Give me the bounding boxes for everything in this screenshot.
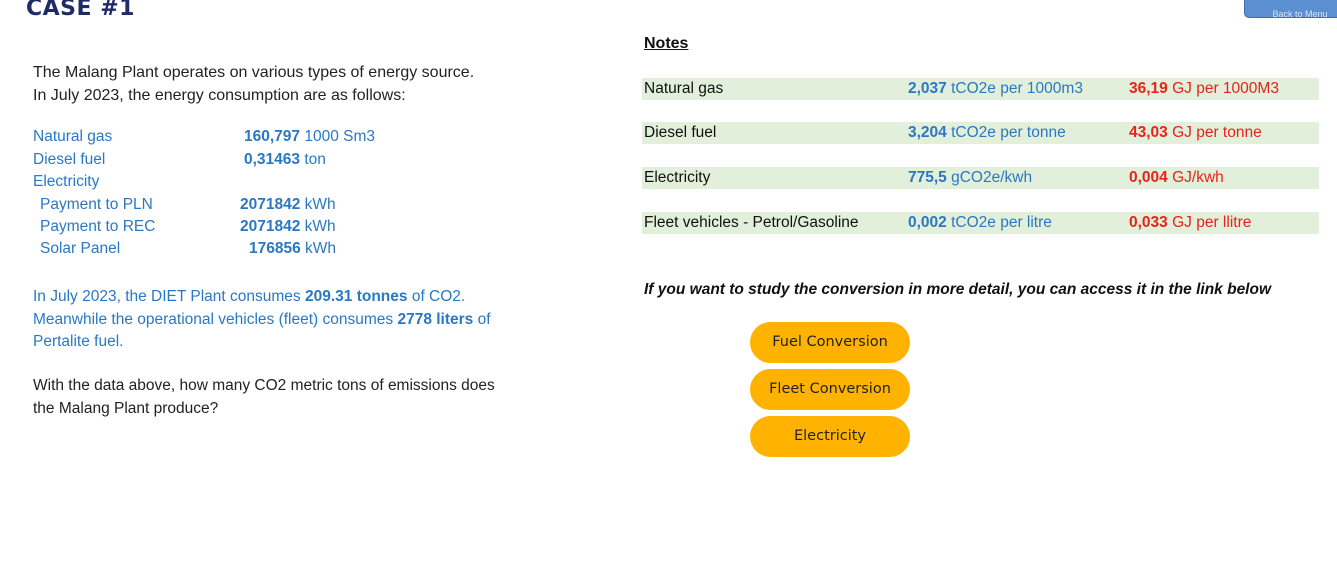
notes-row-emission-factor: 2,037 tCO2e per 1000m3 bbox=[908, 79, 1083, 99]
ef-unit: tCO2e per tonne bbox=[951, 124, 1066, 141]
question-line-1: With the data above, how many CO2 metric… bbox=[33, 377, 495, 394]
en-value: 43,03 bbox=[1129, 124, 1168, 141]
payment-pln-label: Payment to PLN bbox=[40, 196, 153, 213]
payment-pln-value: 2071842 bbox=[240, 196, 301, 213]
fleet-amount: 2778 liters bbox=[397, 310, 474, 328]
notes-row-energy-factor: 0,033 GJ per llitre bbox=[1129, 213, 1251, 233]
notes-row-name: Electricity bbox=[644, 169, 711, 186]
notes-row-emission-factor: 3,204 tCO2e per tonne bbox=[908, 123, 1066, 143]
solar-panel-unit: kWh bbox=[305, 240, 337, 257]
diesel-fuel-consumption: 0,31463 ton bbox=[244, 151, 326, 169]
ef-value: 775,5 bbox=[908, 169, 947, 186]
natural-gas-consumption: 160,797 1000 Sm3 bbox=[244, 128, 375, 146]
diet-line-1: In July 2023, the DIET Plant consumes 20… bbox=[33, 286, 491, 309]
payment-rec-label: Payment to REC bbox=[40, 218, 156, 235]
diesel-fuel-label: Diesel fuel bbox=[33, 151, 106, 168]
diet-line-3: Pertalite fuel. bbox=[33, 333, 124, 350]
diet-text-2: of CO2. bbox=[407, 288, 466, 305]
notes-row-energy-factor: 43,03 GJ per tonne bbox=[1129, 123, 1262, 143]
question-line-2: the Malang Plant produce? bbox=[33, 399, 219, 417]
notes-row-electricity: Electricity 775,5 gCO2e/kwh 0,004 GJ/kwh bbox=[642, 167, 1319, 189]
ef-value: 3,204 bbox=[908, 124, 947, 141]
diet-paragraph: In July 2023, the DIET Plant consumes 20… bbox=[33, 286, 491, 354]
payment-pln-consumption: 2071842 kWh bbox=[240, 196, 336, 214]
en-value: 0,004 bbox=[1129, 169, 1168, 186]
diet-text-4: of bbox=[473, 310, 491, 328]
solar-panel-value: 176856 bbox=[249, 240, 301, 257]
en-unit: GJ/kwh bbox=[1172, 169, 1224, 186]
payment-pln-unit: kWh bbox=[304, 196, 336, 213]
payment-rec-unit: kWh bbox=[304, 218, 336, 235]
notes-row-emission-factor: 0,002 tCO2e per litre bbox=[908, 213, 1052, 233]
en-value: 0,033 bbox=[1129, 214, 1168, 231]
notes-row-natural-gas: Natural gas 2,037 tCO2e per 1000m3 36,19… bbox=[642, 78, 1319, 100]
fleet-conversion-button[interactable]: Fleet Conversion bbox=[750, 369, 910, 410]
solar-panel-label: Solar Panel bbox=[40, 240, 121, 257]
en-unit: GJ per 1000M3 bbox=[1172, 80, 1279, 97]
en-unit: GJ per tonne bbox=[1172, 124, 1262, 141]
notes-row-name: Diesel fuel bbox=[644, 124, 717, 141]
notes-row-emission-factor: 775,5 gCO2e/kwh bbox=[908, 168, 1032, 188]
notes-row-name: Natural gas bbox=[644, 80, 724, 97]
intro-line-1: The Malang Plant operates on various typ… bbox=[33, 64, 475, 81]
fuel-conversion-button[interactable]: Fuel Conversion bbox=[750, 322, 910, 363]
diet-text-3: Meanwhile the operational vehicles (flee… bbox=[33, 310, 398, 328]
en-value: 36,19 bbox=[1129, 80, 1168, 97]
diet-line-2: Meanwhile the operational vehicles (flee… bbox=[33, 309, 491, 332]
study-hint-text: If you want to study the conversion in m… bbox=[644, 281, 1272, 298]
ef-value: 0,002 bbox=[908, 214, 947, 231]
natural-gas-label: Natural gas bbox=[33, 128, 113, 145]
ef-value: 2,037 bbox=[908, 80, 947, 97]
diesel-fuel-value: 0,31463 bbox=[244, 151, 301, 168]
electricity-label: Electricity bbox=[33, 173, 100, 190]
back-to-menu-button[interactable]: Back to Menu bbox=[1244, 0, 1337, 19]
natural-gas-unit: 1000 Sm3 bbox=[304, 128, 376, 145]
ef-unit: gCO2e/kwh bbox=[951, 169, 1033, 186]
notes-row-fleet-vehicles: Fleet vehicles - Petrol/Gasoline 0,002 t… bbox=[642, 212, 1319, 234]
solar-panel-consumption: 176856 kWh bbox=[249, 240, 336, 258]
co2-amount: 209.31 tonnes bbox=[304, 288, 408, 305]
notes-row-name: Fleet vehicles - Petrol/Gasoline bbox=[644, 214, 859, 231]
diesel-fuel-unit: ton bbox=[304, 151, 326, 168]
en-unit: GJ per llitre bbox=[1172, 214, 1252, 231]
natural-gas-value: 160,797 bbox=[244, 128, 301, 145]
notes-row-energy-factor: 36,19 GJ per 1000M3 bbox=[1129, 79, 1279, 99]
payment-rec-value: 2071842 bbox=[240, 218, 301, 235]
notes-row-energy-factor: 0,004 GJ/kwh bbox=[1129, 168, 1224, 188]
electricity-button[interactable]: Electricity bbox=[750, 416, 910, 457]
notes-row-diesel-fuel: Diesel fuel 3,204 tCO2e per tonne 43,03 … bbox=[642, 122, 1319, 144]
question-text: With the data above, how many CO2 metric… bbox=[33, 375, 495, 420]
case-title: CASE #1 bbox=[26, 0, 135, 21]
notes-title: Notes bbox=[644, 35, 689, 52]
intro-text: The Malang Plant operates on various typ… bbox=[33, 61, 474, 107]
payment-rec-consumption: 2071842 kWh bbox=[240, 218, 336, 236]
diet-text-1: In July 2023, the DIET Plant consumes bbox=[33, 288, 305, 305]
ef-unit: tCO2e per litre bbox=[951, 214, 1052, 231]
ef-unit: tCO2e per 1000m3 bbox=[951, 80, 1083, 97]
intro-line-2: In July 2023, the energy consumption are… bbox=[33, 87, 406, 104]
